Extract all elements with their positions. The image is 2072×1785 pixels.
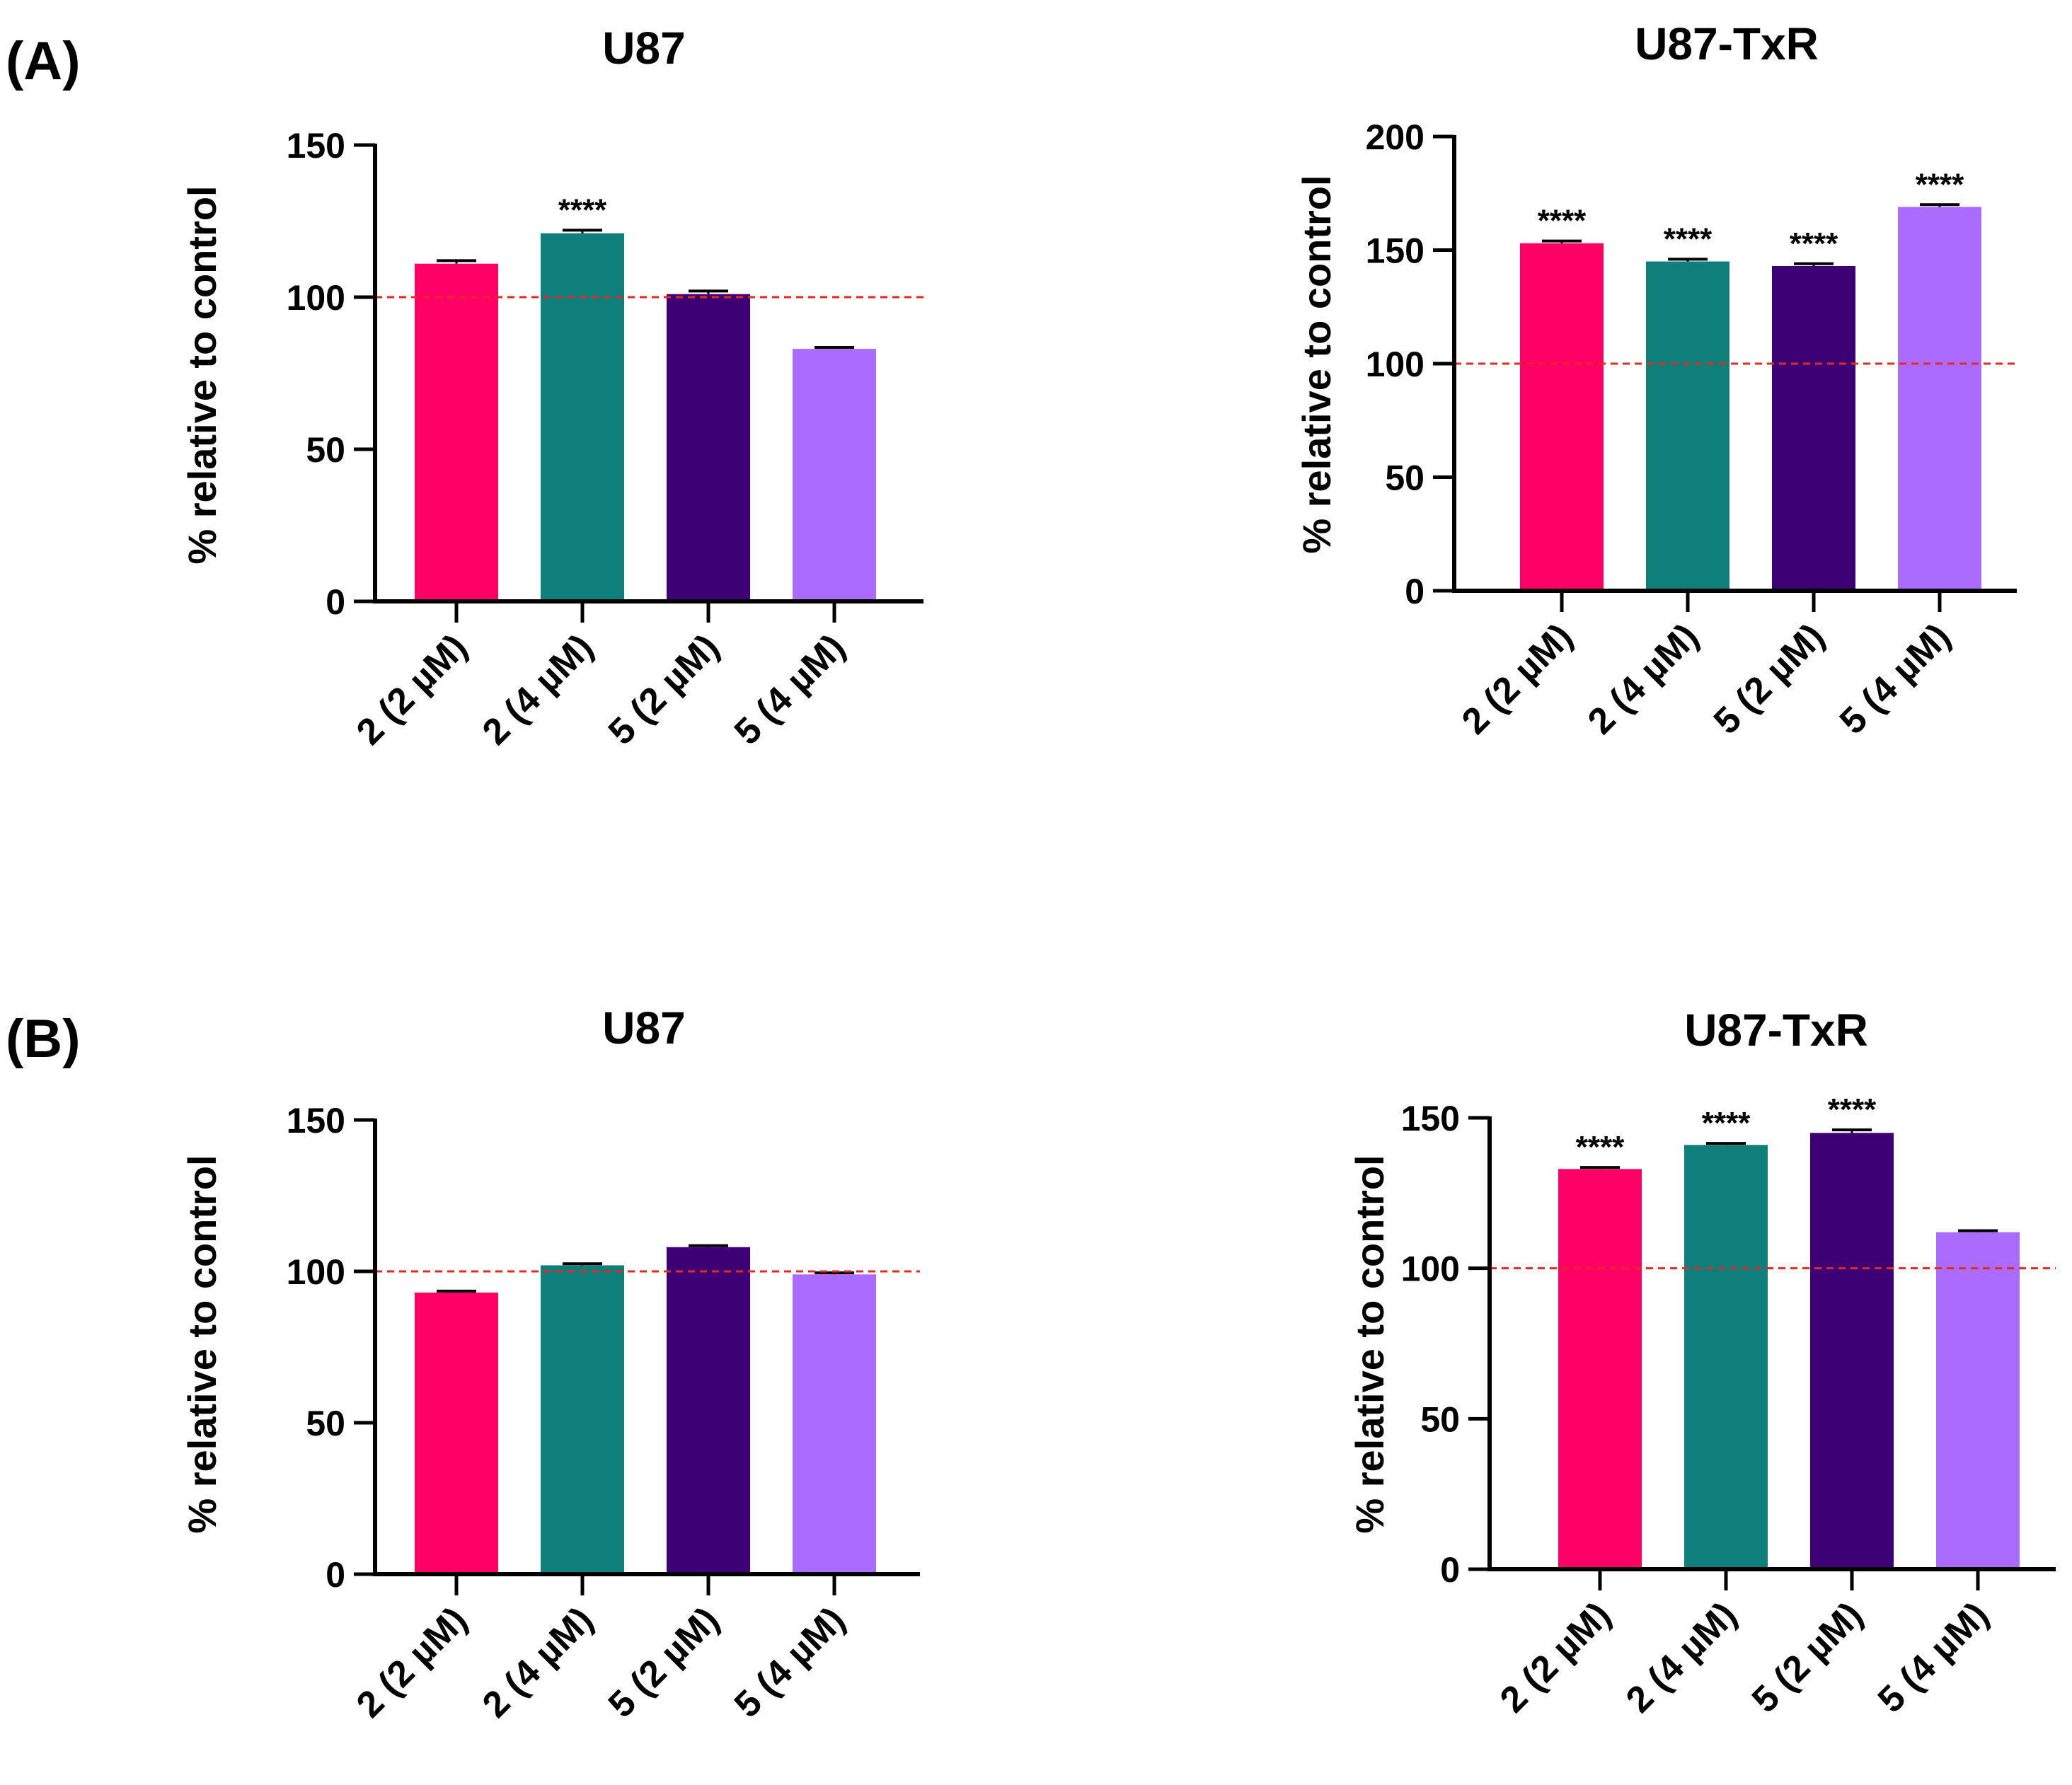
y-tick-label: 100 <box>287 278 345 318</box>
bar-4 <box>1898 207 1981 591</box>
category-label-3: 5 (2 µM) <box>1744 1594 1871 1721</box>
chart-a-u87: U87 % relative to control **** 0 50 100 150 2 (… <box>180 23 923 753</box>
y-tick-label: 0 <box>1405 572 1424 611</box>
bar-3 <box>1772 265 1855 591</box>
significance-label-2: **** <box>558 192 607 227</box>
significance-label-3: **** <box>1790 226 1838 261</box>
category-label-2: 2 (4 µM) <box>1580 616 1707 742</box>
significance-label-2: **** <box>1702 1106 1751 1140</box>
bar-1 <box>1558 1169 1642 1569</box>
category-label-1: 2 (2 µM) <box>349 1599 476 1726</box>
bar-4 <box>1936 1232 2020 1569</box>
y-tick-label: 100 <box>287 1252 345 1292</box>
chart-title: U87-TxR <box>1684 1005 1868 1056</box>
y-tick-label: 200 <box>1366 117 1424 157</box>
bar-4 <box>793 1274 876 1574</box>
significance-label-1: **** <box>1538 204 1587 238</box>
category-label-1: 2 (2 µM) <box>1454 616 1581 742</box>
bar-2 <box>541 233 624 601</box>
category-label-1: 2 (2 µM) <box>349 626 476 753</box>
y-tick-label: 150 <box>1366 231 1424 271</box>
bar-2 <box>1684 1145 1768 1569</box>
category-label-3: 5 (2 µM) <box>601 626 727 753</box>
chart-a-u87-txr: U87-TxR % relative to control **** **** ****… <box>1294 18 2017 742</box>
category-label-4: 5 (4 µM) <box>727 1599 853 1726</box>
y-tick-label: 50 <box>306 1404 345 1443</box>
y-tick-label: 0 <box>326 582 345 622</box>
chart-title: U87-TxR <box>1635 18 1819 69</box>
y-axis-label: % relative to control <box>1347 1155 1392 1533</box>
category-label-3: 5 (2 µM) <box>601 1599 727 1726</box>
bar-2 <box>1646 261 1729 591</box>
chart-b-u87: U87 % relative to control 0 50 100 150 2 (2 µM… <box>180 1003 920 1726</box>
y-tick-label: 100 <box>1366 345 1424 384</box>
significance-label-1: **** <box>1576 1130 1625 1165</box>
chart-b-u87-txr: U87-TxR % relative to control **** **** ****… <box>1347 1005 2056 1721</box>
category-label-4: 5 (4 µM) <box>1832 616 1959 742</box>
significance-label-3: **** <box>1828 1092 1877 1127</box>
chart-title: U87 <box>602 23 685 74</box>
y-tick-label: 50 <box>306 430 345 470</box>
y-axis-label: % relative to control <box>180 1155 224 1533</box>
bar-1 <box>415 1292 498 1574</box>
bar-3 <box>1810 1133 1894 1569</box>
y-tick-label: 100 <box>1401 1249 1460 1289</box>
category-label-4: 5 (4 µM) <box>727 626 853 753</box>
panel-label-b: (B) <box>6 1009 81 1069</box>
y-tick-label: 150 <box>287 126 345 166</box>
category-label-2: 2 (4 µM) <box>475 626 602 753</box>
y-tick-label: 50 <box>1385 458 1424 498</box>
y-tick-label: 50 <box>1420 1399 1460 1439</box>
y-tick-label: 0 <box>1440 1550 1460 1590</box>
category-label-2: 2 (4 µM) <box>1618 1594 1745 1721</box>
category-label-4: 5 (4 µM) <box>1870 1594 1997 1721</box>
bar-1 <box>415 263 498 601</box>
category-label-1: 2 (2 µM) <box>1492 1594 1619 1721</box>
y-tick-label: 150 <box>287 1101 345 1140</box>
bar-3 <box>667 294 750 601</box>
y-axis-label: % relative to control <box>1294 175 1339 553</box>
y-tick-label: 150 <box>1401 1099 1460 1138</box>
chart-title: U87 <box>602 1003 685 1053</box>
bar-4 <box>793 349 876 601</box>
bar-2 <box>541 1265 624 1574</box>
significance-label-4: **** <box>1916 167 1964 202</box>
y-tick-label: 0 <box>326 1555 345 1595</box>
bar-3 <box>667 1247 750 1574</box>
category-label-2: 2 (4 µM) <box>475 1599 602 1726</box>
bar-1 <box>1520 243 1604 591</box>
y-axis-label: % relative to control <box>180 185 224 564</box>
category-label-3: 5 (2 µM) <box>1706 616 1833 742</box>
significance-label-2: **** <box>1664 221 1713 256</box>
panel-label-a: (A) <box>6 31 81 91</box>
